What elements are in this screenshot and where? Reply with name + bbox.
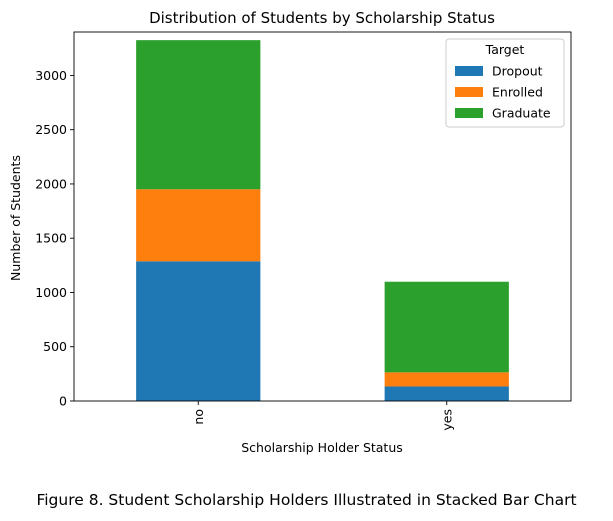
legend-box	[445, 38, 565, 128]
legend-label-graduate: Graduate	[492, 106, 551, 121]
chart-title: Distribution of Students by Scholarship …	[149, 9, 495, 27]
plot-frame	[73, 31, 572, 402]
legend-swatch-graduate	[455, 108, 483, 118]
bar-no-enrolled: Enrolled: 664	[136, 189, 261, 262]
x-axis: no yes	[191, 401, 454, 431]
legend-swatch-enrolled	[455, 87, 483, 97]
bar-no-dropout: Dropout: 1287	[136, 261, 261, 401]
y-tick-label-0: 0	[59, 394, 67, 409]
stacked-bar-chart: Distribution of Students by Scholarship …	[8, 9, 572, 455]
x-axis-label: Scholarship Holder Status	[241, 440, 403, 455]
legend-title: Target	[485, 42, 525, 57]
bar-yes-dropout: Dropout: 134	[384, 386, 509, 401]
legend-label-dropout: Dropout	[492, 64, 543, 79]
legend-swatch-dropout	[455, 66, 483, 76]
y-tick-label-3000: 3000	[35, 68, 67, 83]
y-tick-label-1000: 1000	[35, 285, 67, 300]
y-tick-label-500: 500	[43, 339, 67, 354]
legend-label-enrolled: Enrolled	[492, 85, 543, 100]
y-tick-label-2500: 2500	[35, 122, 67, 137]
bar-yes-graduate: Graduate: 835	[384, 281, 509, 373]
bar-yes-enrolled: Enrolled: 130	[384, 372, 509, 387]
x-tick-label-yes: yes	[439, 409, 454, 431]
plot-area: Dropout: 1287Enrolled: 664Graduate: 1374…	[73, 31, 572, 402]
y-tick-label-1500: 1500	[35, 231, 67, 246]
legend: Target Dropout Enrolled Graduate	[445, 38, 565, 128]
x-tick-label-no: no	[191, 409, 206, 425]
y-axis: 0 500 1000 1500 2000 2500 3000	[35, 68, 74, 409]
figure-caption: Figure 8. Student Scholarship Holders Il…	[36, 491, 577, 509]
y-tick-label-2000: 2000	[35, 176, 67, 191]
bar-no-graduate: Graduate: 1374	[136, 40, 261, 190]
y-axis-label: Number of Students	[8, 155, 23, 281]
